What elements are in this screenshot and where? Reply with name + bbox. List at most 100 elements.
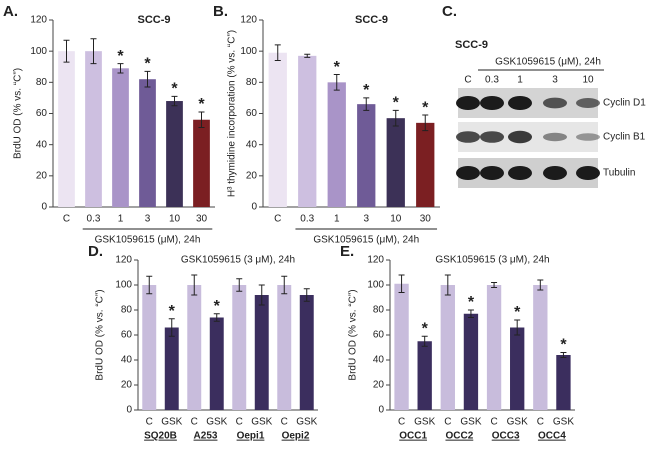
blot-title: SCC-9 [455, 39, 488, 51]
error-bar [303, 288, 310, 302]
band [480, 131, 504, 143]
group-label: OCC2 [445, 431, 473, 442]
y-axis-label: BrdU OD (% vs. “C”) [13, 68, 24, 159]
error-bar [168, 318, 175, 337]
y-axis-label: BrdU OD (% vs. “C”) [95, 289, 106, 380]
significance-mark: * [422, 320, 429, 337]
x-tick-label: GSK [296, 417, 317, 428]
error-bar [90, 38, 97, 65]
x-tick-label: 0.3 [87, 214, 101, 225]
group-label: A253 [194, 431, 218, 442]
lane-label: 10 [582, 75, 594, 86]
bar [533, 285, 548, 410]
chart-title: GSK1059615 (3 μM), 24h [181, 255, 295, 266]
y-tick-label: 20 [36, 170, 48, 181]
bar [510, 327, 525, 410]
significance-mark: * [334, 59, 341, 76]
panel-label: A. [3, 3, 18, 20]
error-bar [537, 279, 544, 291]
band [576, 98, 600, 108]
y-tick-label: 100 [367, 280, 384, 291]
panel-label: D. [88, 243, 103, 260]
y-tick-label: 100 [30, 46, 47, 57]
y-tick-label: 100 [240, 46, 257, 57]
lane-label: 0.3 [485, 75, 499, 86]
x-tick-label: C [191, 417, 198, 428]
bar [417, 341, 432, 410]
significance-mark: * [214, 298, 221, 315]
bar [298, 55, 317, 207]
y-tick-label: 40 [36, 139, 48, 150]
band [508, 130, 532, 144]
y-tick-label: 80 [36, 77, 48, 88]
x-axis-label: GSK1059615 (μM), 24h [313, 235, 419, 246]
x-tick-label: GSK [161, 417, 182, 428]
error-bar [198, 111, 205, 129]
error-bar [467, 309, 474, 318]
x-tick-label: C [398, 417, 405, 428]
bar [299, 295, 314, 410]
y-tick-label: 40 [121, 355, 133, 366]
significance-mark: * [363, 82, 370, 99]
blot-panel: C. SCC-9 GSK1059615 (μM), 24h [442, 3, 604, 188]
y-tick-label: 80 [246, 77, 258, 88]
bar [164, 327, 179, 410]
x-tick-label: GSK [206, 417, 227, 428]
significance-mark: * [169, 303, 176, 320]
y-tick-label: 0 [126, 405, 132, 416]
x-tick-label: GSK [460, 417, 481, 428]
bar [416, 122, 435, 207]
lane-label: 3 [552, 75, 558, 86]
significance-mark: * [468, 294, 475, 311]
y-tick-label: 20 [246, 170, 258, 181]
treatment-label: GSK1059615 (μM), 24h [495, 57, 601, 68]
y-tick-label: 60 [36, 108, 48, 119]
bar [486, 285, 502, 410]
error-bar [392, 109, 399, 127]
x-tick-label: 1 [334, 214, 340, 225]
x-tick-label: 1 [118, 214, 124, 225]
y-tick-label: 20 [373, 380, 385, 391]
band [456, 131, 480, 143]
y-tick-label: 120 [30, 15, 47, 26]
y-tick-label: 120 [240, 15, 257, 26]
bar [440, 285, 455, 410]
bar [357, 104, 376, 207]
error-bar [514, 319, 521, 336]
x-tick-label: C [281, 417, 288, 428]
bar [187, 285, 202, 410]
bar [166, 101, 183, 207]
x-tick-label: GSK [553, 417, 574, 428]
band [576, 133, 600, 141]
y-tick-label: 20 [121, 380, 133, 391]
lane-label: C [464, 75, 471, 86]
x-tick-label: C [537, 417, 544, 428]
group-label: Oepi1 [237, 431, 265, 442]
y-tick-label: 60 [121, 330, 133, 341]
y-tick-label: 80 [121, 305, 133, 316]
x-tick-label: C [490, 417, 497, 428]
y-tick-label: 60 [246, 108, 258, 119]
error-bar [422, 114, 429, 132]
bar [327, 82, 346, 207]
bar [463, 313, 479, 410]
bar [556, 355, 571, 410]
y-tick-label: 120 [367, 255, 384, 266]
x-tick-label: C [146, 417, 153, 428]
significance-mark: * [514, 304, 521, 321]
error-bar [146, 275, 153, 295]
error-bar [171, 95, 178, 107]
x-tick-label: C [63, 214, 70, 225]
error-bar [304, 53, 311, 58]
x-tick-label: 30 [196, 214, 208, 225]
error-bar [213, 313, 220, 322]
band [543, 166, 567, 180]
bar [209, 317, 224, 410]
x-tick-label: 3 [145, 214, 151, 225]
band [543, 97, 567, 109]
band [508, 96, 532, 110]
x-tick-label: C [444, 417, 451, 428]
error-bar [144, 70, 151, 88]
band [456, 166, 480, 180]
